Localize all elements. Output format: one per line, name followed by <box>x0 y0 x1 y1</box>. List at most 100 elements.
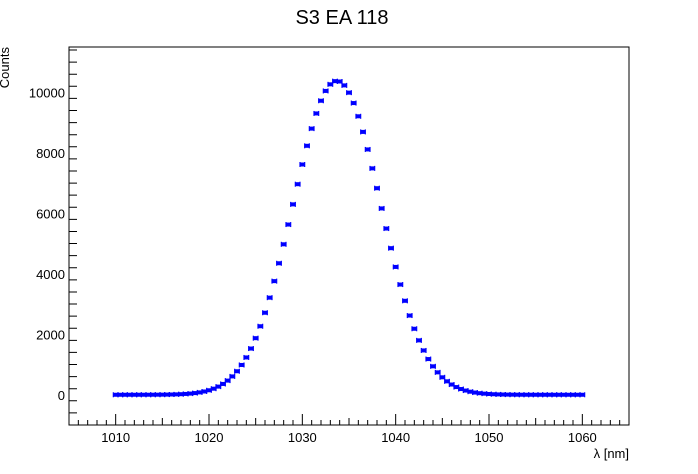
data-point <box>308 126 315 132</box>
data-point <box>201 388 208 394</box>
data-point <box>164 392 170 398</box>
data-point <box>458 386 464 392</box>
data-point <box>397 282 404 288</box>
data-point <box>346 90 352 96</box>
data-point <box>402 298 408 304</box>
data-point <box>574 392 581 398</box>
data-point <box>504 392 511 398</box>
data-point <box>364 146 371 152</box>
data-point <box>196 389 203 395</box>
y-tick-label: 8000 <box>36 146 65 161</box>
data-point <box>285 222 292 228</box>
data-point <box>248 346 254 352</box>
data-point <box>434 369 441 375</box>
data-point <box>565 392 572 398</box>
y-tick-label: 6000 <box>36 206 65 221</box>
data-point <box>416 337 422 343</box>
data-point <box>229 373 236 379</box>
data-point <box>271 278 278 284</box>
data-point <box>299 162 306 168</box>
chart-title: S3 EA 118 <box>295 7 388 29</box>
data-point <box>453 384 460 390</box>
data-point <box>173 391 180 397</box>
tick-marks <box>68 49 630 426</box>
data-point <box>154 392 161 398</box>
data-point <box>327 81 334 87</box>
data-point <box>112 392 119 398</box>
data-point <box>322 88 329 94</box>
data-point <box>514 392 520 398</box>
y-axis-label: Counts <box>0 47 12 89</box>
data-point <box>560 392 567 398</box>
data-point <box>532 392 539 398</box>
data-points <box>112 78 586 398</box>
x-tick-label: 1050 <box>475 430 504 445</box>
data-point <box>420 347 427 353</box>
data-point <box>481 391 488 397</box>
data-point <box>518 392 525 398</box>
data-point <box>224 378 231 384</box>
data-point <box>341 82 348 88</box>
data-point <box>430 363 436 369</box>
data-point <box>117 392 124 398</box>
data-point <box>490 391 497 397</box>
data-point <box>336 79 343 85</box>
data-point <box>126 392 133 398</box>
data-point <box>369 165 376 171</box>
data-point <box>215 384 222 390</box>
y-tick-label: 10000 <box>29 85 65 100</box>
data-point <box>476 390 483 396</box>
data-point <box>444 378 450 384</box>
data-point <box>178 391 184 397</box>
data-point <box>168 391 175 397</box>
data-point <box>252 335 259 341</box>
data-point <box>210 386 217 392</box>
data-point <box>159 392 166 398</box>
x-tick-label: 1010 <box>101 430 130 445</box>
data-point <box>332 78 338 84</box>
data-point <box>570 392 576 398</box>
data-point <box>266 295 273 301</box>
data-point <box>304 143 310 149</box>
data-point <box>234 368 240 374</box>
data-point <box>486 391 492 397</box>
data-point <box>383 226 390 232</box>
data-point <box>131 392 138 398</box>
data-point <box>182 391 189 397</box>
data-point <box>145 392 152 398</box>
data-point <box>280 241 287 247</box>
data-point <box>290 201 296 207</box>
data-point <box>187 391 194 397</box>
data-point <box>276 260 282 266</box>
data-point <box>542 392 548 398</box>
data-point <box>448 382 455 388</box>
data-point <box>220 381 226 387</box>
data-point <box>406 313 413 319</box>
data-point <box>556 392 562 398</box>
data-point <box>425 356 432 362</box>
x-axis-label: λ [nm] <box>594 446 629 461</box>
data-point <box>546 392 553 398</box>
data-point <box>243 354 250 360</box>
tick-labels: 1010 1020 1030 1040 1050 1060 0 2000 4000 6000 800… <box>29 85 597 445</box>
data-point <box>392 264 399 270</box>
data-point <box>509 392 516 398</box>
data-point <box>206 387 212 393</box>
data-point <box>313 110 320 116</box>
plot-frame <box>68 46 630 426</box>
data-point <box>378 205 385 211</box>
data-point <box>388 245 394 251</box>
data-point <box>318 98 324 104</box>
data-point <box>294 181 301 187</box>
data-point <box>238 362 245 368</box>
y-tick-label: 0 <box>58 388 65 403</box>
data-point <box>360 129 366 135</box>
y-tick-label: 2000 <box>36 327 65 342</box>
data-point <box>140 392 147 398</box>
x-tick-label: 1020 <box>195 430 224 445</box>
data-point <box>439 374 446 380</box>
data-point <box>467 389 474 395</box>
data-point <box>462 388 469 394</box>
data-point <box>355 113 362 119</box>
